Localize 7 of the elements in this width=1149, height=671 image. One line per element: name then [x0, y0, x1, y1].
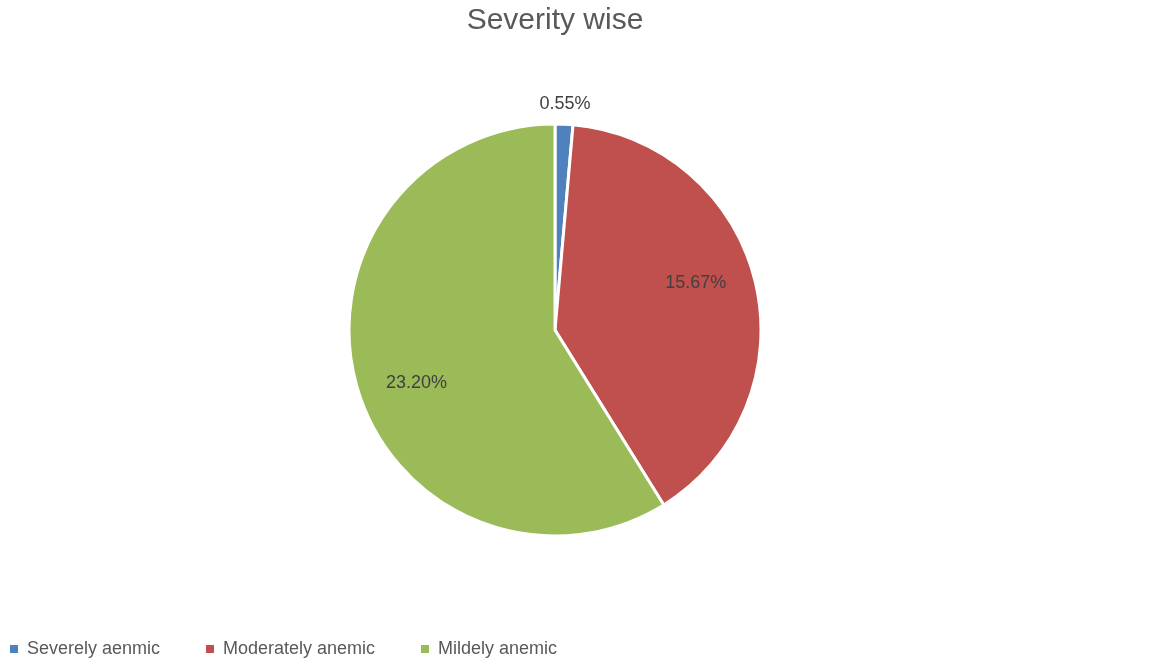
- legend-label: Severely aenmic: [27, 638, 161, 658]
- data-label: 0.55%: [539, 93, 591, 114]
- data-label: 15.67%: [665, 272, 727, 293]
- legend-label: Mildely anemic: [438, 638, 558, 658]
- chart-title: Severity wise: [466, 2, 644, 35]
- legend-label: Moderately anemic: [223, 638, 376, 658]
- data-label: 23.20%: [385, 372, 448, 393]
